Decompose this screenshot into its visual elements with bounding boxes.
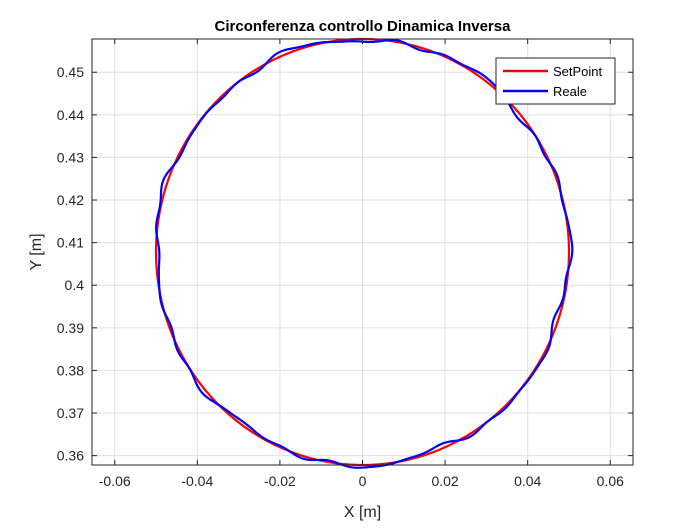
x-tick-label: -0.04 (181, 473, 213, 489)
chart-title: Circonferenza controllo Dinamica Inversa (215, 18, 512, 35)
x-tick-label: 0.04 (514, 473, 541, 489)
y-tick-label: 0.36 (57, 448, 84, 464)
legend: SetPoint Reale (495, 57, 616, 105)
x-axis-label: X [m] (344, 504, 381, 521)
x-tick-label: -0.02 (264, 473, 296, 489)
ticks: -0.06 -0.04 -0.02 0 0.02 0.04 0.06 0.36 0.37 0.38… (57, 39, 633, 489)
x-tick-label: 0 (359, 473, 367, 489)
x-tick-label: 0.06 (597, 473, 624, 489)
y-axis-label: Y [m] (28, 233, 45, 270)
y-tick-label: 0.4 (65, 277, 85, 293)
legend-box (495, 57, 616, 105)
series-line-setpoint (154, 37, 571, 467)
series-layer (154, 37, 574, 469)
y-tick-label: 0.38 (57, 362, 84, 378)
y-tick-label: 0.39 (57, 320, 84, 336)
x-tick-label: -0.06 (99, 473, 131, 489)
y-tick-label: 0.41 (57, 235, 84, 251)
y-tick-label: 0.43 (57, 149, 84, 165)
y-tick-label: 0.44 (57, 107, 84, 123)
y-tick-label: 0.45 (57, 64, 84, 80)
y-tick-label: 0.42 (57, 192, 84, 208)
y-tick-label: 0.37 (57, 405, 84, 421)
x-tick-label: 0.02 (431, 473, 458, 489)
legend-label-setpoint: SetPoint (553, 64, 603, 79)
legend-label-reale: Reale (553, 84, 587, 99)
series-line-reale (155, 38, 574, 469)
